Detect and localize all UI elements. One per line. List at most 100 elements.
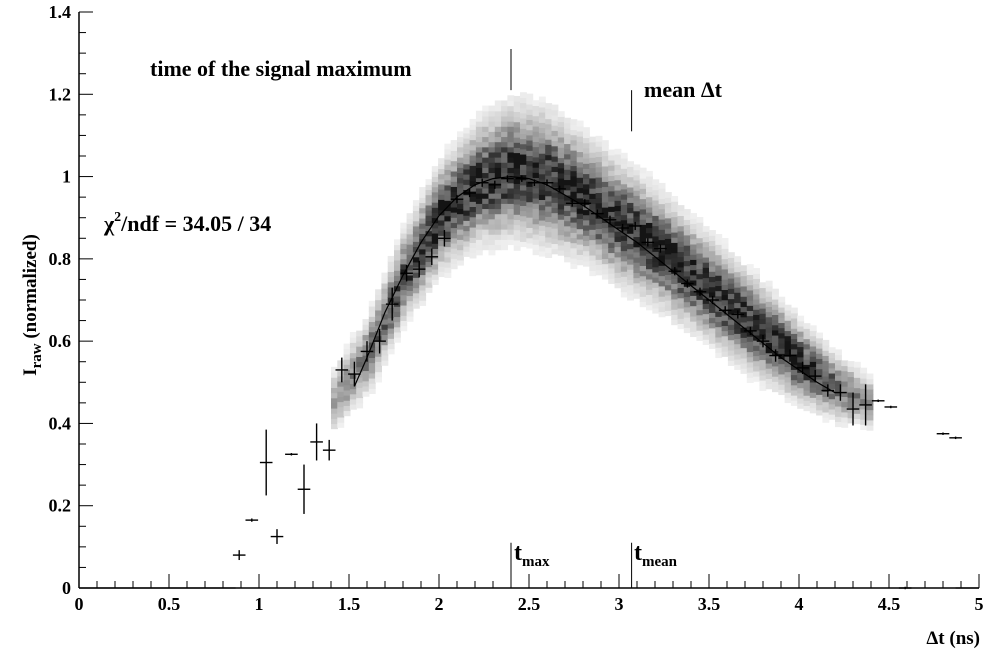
density-cell bbox=[551, 192, 559, 198]
density-cell bbox=[633, 226, 641, 232]
density-cell bbox=[419, 207, 427, 214]
density-cell bbox=[444, 220, 452, 227]
density-cell bbox=[564, 251, 571, 258]
density-cell bbox=[639, 291, 647, 297]
density-cell bbox=[551, 238, 559, 245]
density-cell bbox=[551, 145, 559, 152]
density-cell bbox=[620, 173, 628, 180]
density-cell bbox=[772, 376, 779, 382]
density-cell bbox=[368, 305, 376, 312]
data-point bbox=[259, 429, 273, 496]
density-cell bbox=[438, 189, 445, 195]
density-cell bbox=[683, 239, 691, 246]
density-cell bbox=[797, 377, 805, 384]
density-cell bbox=[331, 397, 338, 404]
density-cell bbox=[494, 203, 502, 210]
density-cell bbox=[507, 105, 515, 112]
density-cell bbox=[431, 222, 439, 229]
density-cell bbox=[375, 289, 382, 296]
density-cell bbox=[482, 234, 490, 240]
density-cell bbox=[425, 266, 433, 273]
density-cell bbox=[576, 259, 584, 266]
density-cell bbox=[734, 364, 742, 370]
density-cell bbox=[444, 153, 452, 160]
density-cell bbox=[412, 220, 420, 227]
density-cell bbox=[816, 368, 823, 375]
density-cell bbox=[564, 174, 571, 181]
density-cell bbox=[866, 399, 874, 405]
density-cell bbox=[532, 203, 540, 209]
density-cell bbox=[683, 306, 691, 313]
density-cell bbox=[658, 193, 666, 199]
density-cell bbox=[387, 322, 395, 329]
density-cell bbox=[614, 195, 622, 201]
density-cell bbox=[608, 211, 616, 218]
density-cell bbox=[368, 336, 376, 343]
density-cell bbox=[406, 310, 414, 317]
density-cell bbox=[658, 311, 666, 318]
density-cell bbox=[790, 333, 798, 340]
density-cell bbox=[715, 254, 723, 261]
density-cell bbox=[772, 293, 779, 300]
density-cell bbox=[545, 205, 553, 212]
density-cell bbox=[526, 129, 534, 136]
density-cell bbox=[721, 335, 729, 342]
density-cell bbox=[664, 222, 672, 229]
density-cell bbox=[677, 323, 685, 330]
density-cell bbox=[400, 289, 408, 296]
density-cell bbox=[356, 376, 364, 383]
density-cell bbox=[778, 317, 786, 324]
density-cell bbox=[721, 294, 729, 301]
density-cell bbox=[400, 279, 408, 285]
density-cell bbox=[639, 285, 647, 292]
density-cell bbox=[475, 218, 483, 225]
density-cell bbox=[601, 273, 609, 280]
density-cell bbox=[576, 177, 584, 183]
y-axis-title-rest: (normalized) bbox=[20, 234, 41, 343]
data-point bbox=[515, 175, 529, 182]
density-cell bbox=[866, 388, 874, 395]
density-cell bbox=[595, 233, 603, 240]
density-cell bbox=[513, 203, 521, 210]
density-cell bbox=[394, 316, 401, 323]
density-cell bbox=[349, 357, 357, 364]
density-cell bbox=[583, 245, 590, 252]
density-cell bbox=[759, 297, 767, 304]
density-cell bbox=[828, 408, 836, 415]
density-cell bbox=[557, 178, 565, 184]
density-cell bbox=[431, 181, 439, 188]
density-cell bbox=[677, 271, 685, 278]
density-cell bbox=[520, 102, 527, 109]
density-cell bbox=[797, 356, 805, 363]
density-cell bbox=[501, 208, 508, 215]
density-cell bbox=[337, 406, 345, 413]
density-cell bbox=[690, 305, 697, 312]
density-cell bbox=[406, 285, 414, 291]
density-cell bbox=[822, 360, 830, 367]
data-point bbox=[796, 361, 809, 375]
density-cell bbox=[406, 295, 414, 302]
density-cell bbox=[444, 267, 452, 273]
density-cell bbox=[400, 268, 408, 275]
density-cell bbox=[400, 222, 408, 229]
density-cell bbox=[507, 157, 515, 163]
density-cell bbox=[683, 214, 691, 220]
density-cell bbox=[608, 185, 616, 192]
density-cell bbox=[381, 334, 389, 341]
data-point bbox=[859, 384, 872, 426]
density-cell bbox=[532, 105, 540, 112]
density-cell bbox=[696, 304, 704, 311]
density-cell bbox=[822, 381, 830, 387]
density-cell bbox=[809, 351, 817, 357]
density-cell bbox=[513, 126, 521, 133]
density-cell bbox=[425, 225, 433, 232]
density-cell bbox=[702, 272, 710, 279]
tmax-label: tmax bbox=[514, 540, 550, 570]
density-cell bbox=[765, 352, 773, 359]
density-cell bbox=[387, 291, 395, 298]
density-cell bbox=[570, 139, 578, 146]
density-cell bbox=[431, 207, 439, 213]
density-cell bbox=[620, 183, 628, 190]
density-cell bbox=[368, 383, 376, 389]
density-cell bbox=[412, 282, 420, 289]
